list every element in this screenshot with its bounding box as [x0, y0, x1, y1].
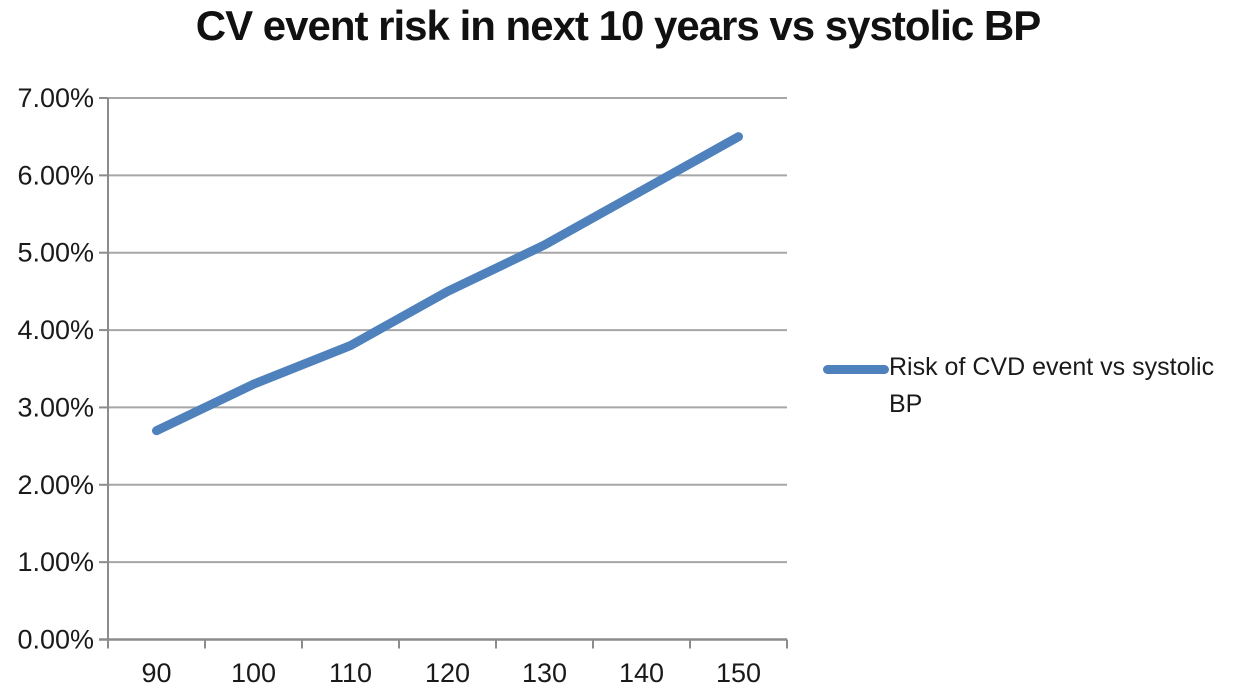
y-axis-tick-label: 0.00%: [17, 625, 94, 655]
x-axis-tick-label: 90: [141, 658, 171, 688]
x-axis-tick-label: 130: [522, 658, 567, 688]
y-axis-tick-label: 4.00%: [17, 315, 94, 345]
y-axis-tick-label: 6.00%: [17, 160, 94, 190]
y-axis-tick-label: 5.00%: [17, 238, 94, 268]
y-axis-tick-label: 7.00%: [17, 83, 94, 113]
x-axis-tick-label: 140: [619, 658, 664, 688]
x-axis-tick-label: 110: [329, 658, 372, 688]
x-axis-tick-label: 120: [425, 658, 470, 688]
x-axis-tick-label: 100: [231, 658, 276, 688]
legend-line-swatch: [823, 365, 889, 374]
chart-title: CV event risk in next 10 years vs systol…: [195, 2, 1041, 49]
x-axis-tick-label: 150: [716, 658, 761, 688]
y-axis-tick-label: 3.00%: [17, 392, 94, 422]
y-axis-tick-label: 2.00%: [17, 470, 94, 500]
y-axis-tick-label: 1.00%: [17, 547, 94, 577]
legend: Risk of CVD event vs systolic BP: [823, 349, 1234, 423]
series-line: [152, 132, 743, 436]
legend-label: Risk of CVD event vs systolic BP: [889, 353, 1215, 418]
